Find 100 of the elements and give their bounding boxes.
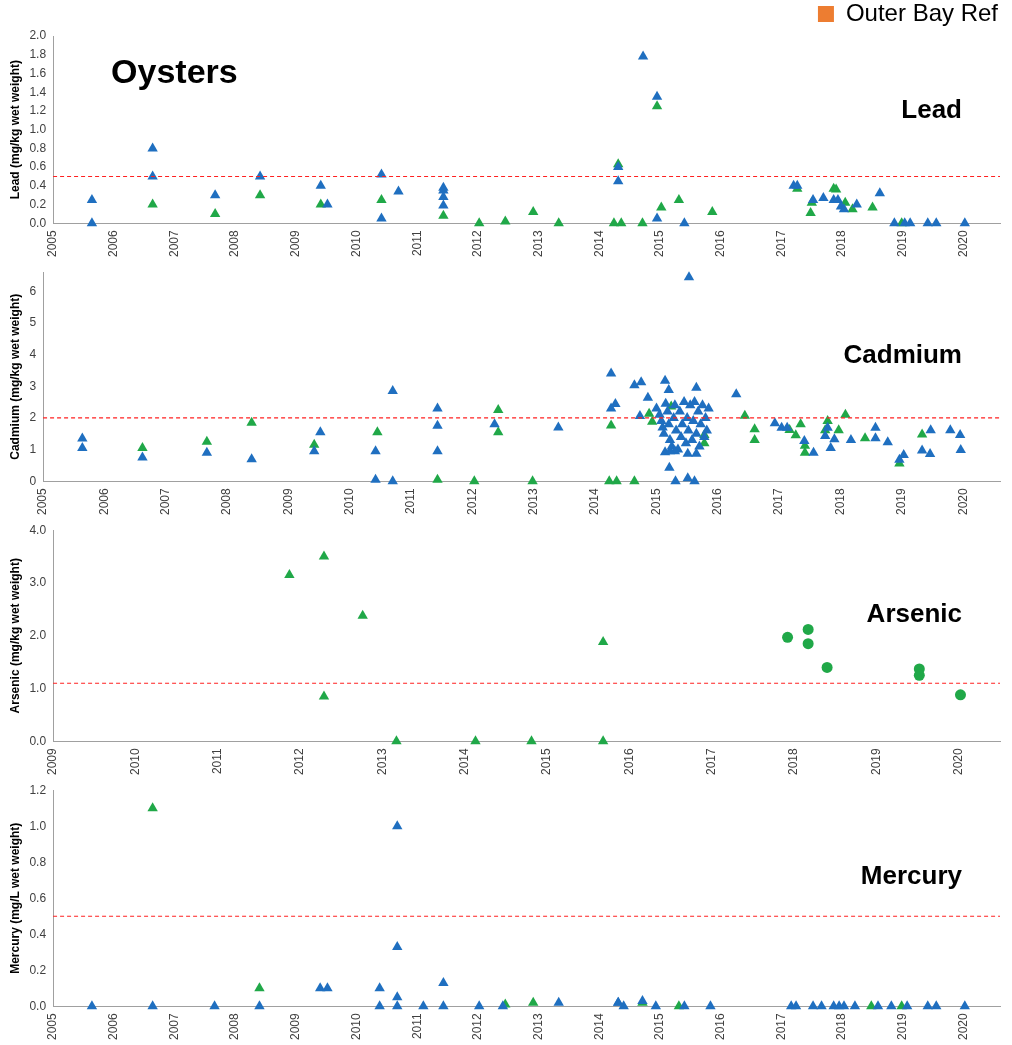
x-tick-label: 2012 [464,487,479,516]
x-tick-label: 2012 [292,747,307,776]
x-tick-label: 2017 [771,487,786,516]
x-tick-label: 2017 [773,229,788,258]
x-tick-label: 2014 [591,229,606,258]
text: Cadmium [843,339,962,370]
y-tick-label: 0.8 [29,854,47,869]
x-tick-label: 2015 [652,229,667,258]
text: Lead [901,94,962,125]
x-tick-label: 2011 [409,1012,424,1040]
x-tick-label: 2009 [45,747,60,776]
x-tick-label: 2005 [35,487,50,516]
x-tick-label: 2013 [374,747,389,776]
x-tick-label: 2014 [591,1012,606,1041]
y-tick-label: 0.4 [29,926,47,941]
y-tick-label: 0.4 [29,178,47,193]
x-tick-label: 2012 [470,229,485,258]
text: Mercury [860,859,963,890]
y-tick-label: 0.0 [29,215,47,230]
x-tick-label: 2018 [834,229,849,258]
x-tick-label: 2019 [868,747,883,776]
y-tick-label: 3 [29,378,37,393]
y-tick-label: 0.6 [29,159,47,174]
x-tick-label: 2018 [786,747,801,776]
x-tick-label: 2020 [951,747,966,776]
x-tick-label: 2014 [457,747,472,776]
x-tick-label: 2009 [288,1012,303,1041]
x-tick-label: 2011 [403,487,418,515]
x-tick-label: 2009 [280,487,295,516]
x-tick-label: 2019 [895,229,910,258]
x-tick-label: 2016 [713,1012,728,1041]
y-axis-title: Arsenic (mg/kg wet weight) [7,558,22,714]
y-tick-label: 6 [29,283,37,298]
y-tick-label: 1.4 [29,84,47,99]
y-tick-label: 0.0 [29,733,47,748]
y-tick-label: 1.2 [29,103,47,118]
y-axis-title: Lead (mg/kg wet weight) [7,59,22,200]
x-tick-label: 2007 [166,229,181,258]
y-tick-label: 1.0 [29,818,47,833]
x-tick-label: 2020 [955,1012,970,1041]
x-tick-label: 2019 [895,1012,910,1041]
x-tick-label: 2007 [166,1012,181,1041]
x-tick-label: 2010 [342,487,357,516]
y-tick-label: 5 [29,315,37,330]
y-axis-title: Mercury (mg/L wet weight) [7,822,22,974]
y-tick-label: 0.2 [29,196,47,211]
x-tick-label: 2013 [530,1012,545,1041]
y-tick-label: 1 [29,441,37,456]
x-tick-label: 2016 [621,747,636,776]
y-tick-label: 2.0 [29,628,47,643]
y-tick-label: 0.8 [29,140,47,155]
x-tick-label: 2006 [106,229,121,258]
x-tick-label: 2011 [409,229,424,257]
y-tick-label: 0.0 [29,998,47,1013]
x-tick-label: 2006 [106,1012,121,1041]
y-tick-label: 1.6 [29,65,47,80]
legend-label: Outer Bay Ref [845,0,999,26]
x-tick-label: 2008 [219,487,234,516]
x-tick-label: 2017 [704,747,719,776]
x-tick-label: 2010 [127,747,142,776]
x-tick-label: 2006 [96,487,111,516]
x-tick-label: 2015 [652,1012,667,1041]
x-tick-label: 2005 [45,229,60,258]
y-tick-label: 3.0 [29,575,47,590]
x-tick-label: 2008 [227,1012,242,1041]
y-tick-label: 2 [29,410,37,425]
x-tick-label: 2016 [713,229,728,258]
y-tick-label: 4.0 [29,522,47,537]
x-tick-label: 2007 [158,487,173,516]
y-axis-title: Cadmium (mg/kg wet weight) [7,293,22,460]
x-tick-label: 2010 [348,229,363,258]
x-tick-label: 2019 [894,487,909,516]
x-tick-label: 2013 [530,229,545,258]
x-tick-label: 2015 [648,487,663,516]
x-tick-label: 2014 [587,487,602,516]
y-tick-label: 4 [29,346,37,361]
x-tick-label: 2005 [45,1012,60,1041]
x-tick-label: 2020 [955,229,970,258]
y-tick-label: 1.0 [29,121,47,136]
x-tick-label: 2015 [539,747,554,776]
y-tick-label: 1.2 [29,782,47,797]
y-tick-label: 0.2 [29,962,47,977]
y-tick-label: 2.0 [29,28,47,43]
x-tick-label: 2018 [834,1012,849,1041]
x-tick-label: 2010 [348,1012,363,1041]
y-tick-label: 0.6 [29,890,47,905]
y-tick-label: 1.0 [29,680,47,695]
x-tick-label: 2013 [526,487,541,516]
y-tick-label: 0 [29,473,37,488]
x-tick-label: 2018 [832,487,847,516]
x-tick-label: 2017 [773,1012,788,1041]
x-tick-label: 2011 [210,747,225,775]
x-tick-label: 2020 [955,487,970,516]
x-tick-label: 2012 [470,1012,485,1041]
x-tick-label: 2009 [288,229,303,258]
y-tick-label: 1.8 [29,47,47,62]
annotation: Oysters [111,52,238,91]
text: Arsenic [866,597,962,628]
x-tick-label: 2016 [710,487,725,516]
x-tick-label: 2008 [227,229,242,258]
